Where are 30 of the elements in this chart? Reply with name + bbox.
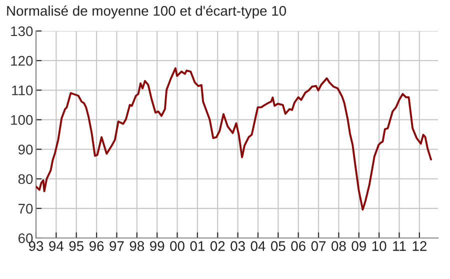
x-tick-label: 07 [311,241,326,251]
y-tick-label: 120 [11,56,33,66]
x-tick-label: 08 [332,241,346,251]
x-tick-label: 98 [130,241,144,251]
x-tick-label: 00 [170,241,184,251]
line-series [36,67,432,211]
chart-title: Normalisé de moyenne 100 et d'écart-type 10 [7,5,286,19]
x-tick-label: 11 [393,241,406,251]
y-tick-label: 110 [12,85,33,96]
y-tick-label: 130 [11,26,33,36]
y-tick-label: 90 [18,144,33,154]
x-tick-label: 97 [110,241,124,251]
x-tick-label: 09 [352,241,366,251]
x-tick-label: 10 [372,241,386,251]
y-tick-label: 80 [18,174,33,184]
x-tick-label: 99 [150,241,164,251]
x-tick-label: 06 [291,241,306,251]
x-tick-label: 03 [230,241,245,251]
x-tick-label: 04 [250,241,266,251]
x-tick-label: 94 [49,241,64,251]
x-tick-label: 93 [28,241,44,251]
x-tick-label: 95 [69,241,84,251]
y-tick-label: 60 [18,233,33,244]
x-tick-label: 05 [270,241,286,251]
x-tick-label: 96 [89,241,104,251]
y-tick-label: 100 [11,115,33,125]
x-tick-label: 02 [210,241,225,251]
x-tick-label: 01 [190,241,204,251]
x-tick-label: 12 [412,241,426,251]
y-tick-label: 70 [18,204,33,214]
